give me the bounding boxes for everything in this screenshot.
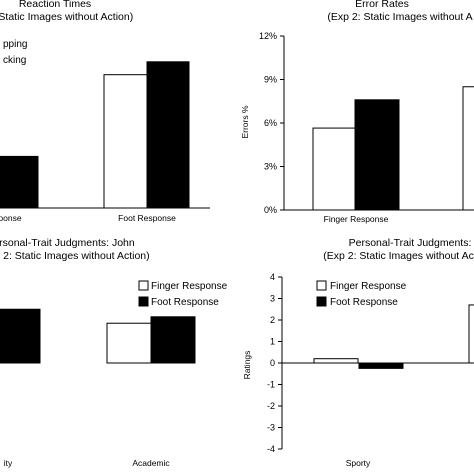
p3-cat-label-1: ity <box>4 458 13 468</box>
y-tick-label: 1 <box>270 337 275 347</box>
p2-y-axis-label: Errors % <box>240 105 250 139</box>
p1-bar-foot-response-series2 <box>146 61 190 209</box>
y-tick-label: 3% <box>264 162 277 172</box>
p4-bar-sporty-foot <box>358 362 404 369</box>
y-tick-label: 6% <box>264 118 277 128</box>
y-tick-label: 12% <box>259 31 277 41</box>
y-tick-label: 9% <box>264 75 277 85</box>
p3-legend-swatch-finger <box>138 280 149 291</box>
p4-bar-second-category-finger <box>468 304 474 364</box>
y-tick-label: -4 <box>267 444 275 454</box>
p1-bar-response-series2 <box>0 155 39 209</box>
p3-bar-academic-foot <box>150 316 196 364</box>
p3-legend-finger: Finger Response <box>151 281 228 292</box>
y-tick-label: 0 <box>270 358 275 368</box>
p4-bar-sporty-finger <box>313 358 359 364</box>
panel-trait-judgments-john: ersonal-Trait Judgments: John p 2: Stati… <box>0 237 228 468</box>
panel-error-rates: Error Rates (Exp 2: Static Images withou… <box>240 0 474 224</box>
panel-reaction-times: Reaction Times 2: Static Images without … <box>0 0 210 223</box>
p4-legend-swatch-finger <box>316 280 327 291</box>
y-tick-label: -1 <box>267 380 275 390</box>
p2-title-line2: (Exp 2: Static Images without A <box>327 11 472 23</box>
y-tick-label: 2 <box>270 315 275 325</box>
p3-bar-series2-cat1 <box>0 308 41 364</box>
p2-y-ticks: 12% 9% 6% 3% 0% <box>259 31 284 215</box>
p1-cat-label-2: Foot Response <box>118 213 176 223</box>
p1-bar-foot-response-series1 <box>103 74 148 209</box>
p4-legend-finger: Finger Response <box>330 281 407 292</box>
y-tick-label: -3 <box>267 423 275 433</box>
panel-trait-judgments-right: Personal-Trait Judgments: (Exp 2: Static… <box>242 237 474 468</box>
p1-legend-series1: pping <box>3 39 27 50</box>
y-tick-label: 4 <box>270 272 275 282</box>
p4-cat-label-1: Sporty <box>346 458 371 468</box>
p4-legend-foot: Foot Response <box>330 297 398 308</box>
p4-title-line2: (Exp 2: Static Images without Action <box>323 250 474 262</box>
p3-legend-foot: Foot Response <box>151 297 219 308</box>
p2-bar-finger-response-series2 <box>354 99 400 211</box>
p2-bar-finger-response-series1 <box>312 127 356 211</box>
p2-title-line1: Error Rates <box>355 0 409 10</box>
y-tick-label: 0% <box>264 205 277 215</box>
p2-bar-second-category-series1 <box>462 86 474 211</box>
p4-legend-swatch-foot <box>316 296 327 307</box>
p3-cat-label-2: Academic <box>132 458 170 468</box>
p1-legend-series2: cking <box>3 55 26 66</box>
p3-bar-academic-finger <box>106 322 152 364</box>
p3-legend-swatch-foot <box>138 296 149 307</box>
y-tick-label: -2 <box>267 401 275 411</box>
p1-title-line2: 2: Static Images without Action) <box>0 11 133 23</box>
y-tick-label: 3 <box>270 294 275 304</box>
p1-title-line1: Reaction Times <box>19 0 91 10</box>
p2-cat-label-1: Finger Response <box>324 214 389 224</box>
p4-y-ticks: 4 3 2 1 0 -1 -2 -3 -4 <box>267 272 282 454</box>
p3-title-line2: p 2: Static Images without Action) <box>0 250 150 262</box>
p1-cat-label-1: ponse <box>0 213 22 223</box>
p3-title-line1: ersonal-Trait Judgments: John <box>0 237 135 249</box>
p4-title-line1: Personal-Trait Judgments: <box>349 237 472 249</box>
p4-y-axis-label: Ratings <box>242 351 252 380</box>
